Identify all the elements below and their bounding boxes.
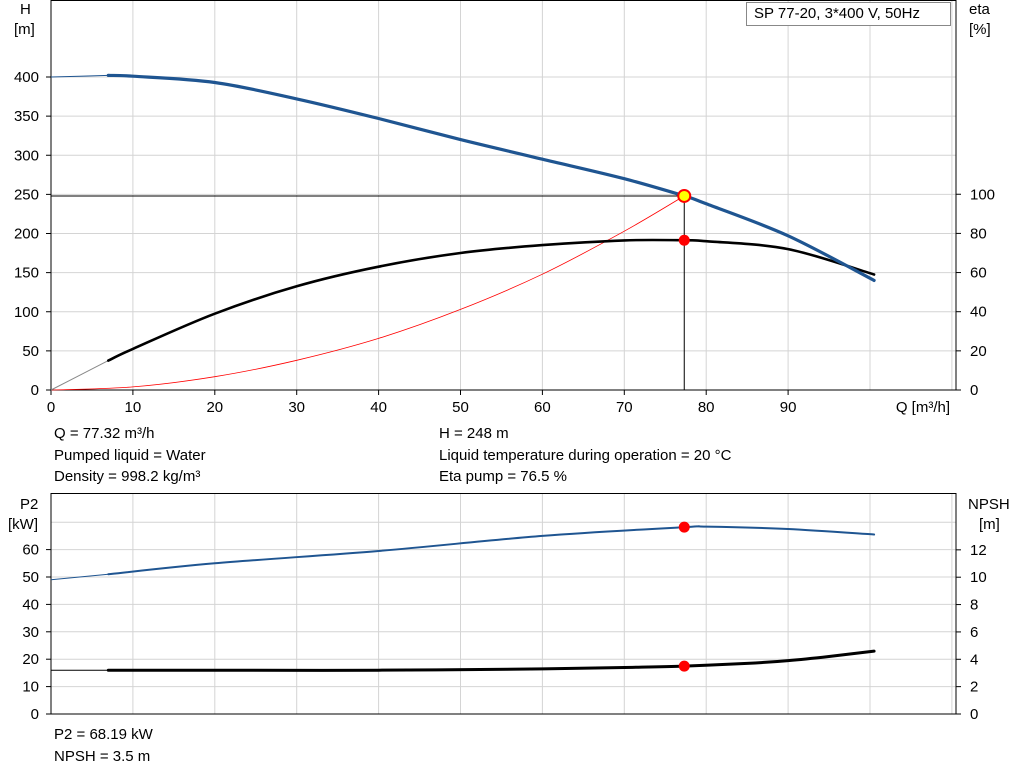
npsh-tick-label: 10 bbox=[970, 569, 987, 586]
flow-tick-label: 50 bbox=[452, 399, 469, 416]
npsh-duty-marker bbox=[678, 660, 690, 672]
p2-tick-label: 60 bbox=[22, 542, 39, 559]
top-ticks: 0 50 100 150 200 250 300 350 400 0 20 40 60 80 100 0 10 2… bbox=[14, 69, 995, 416]
eta-curve bbox=[107, 238, 876, 362]
top-frame bbox=[50, 0, 957, 391]
info-temp: Liquid temperature during operation = 20… bbox=[439, 447, 732, 464]
npsh-tick-label: 8 bbox=[970, 597, 978, 614]
p2-curve-extrapolated bbox=[50, 573, 109, 581]
head-tick-label: 300 bbox=[14, 147, 39, 164]
head-axis-unit: [m] bbox=[14, 21, 35, 38]
flow-tick-label: 60 bbox=[534, 399, 551, 416]
npsh-axis-label: NPSH bbox=[968, 496, 1010, 513]
top-series bbox=[50, 73, 876, 391]
eta-tick-label: 80 bbox=[970, 225, 987, 242]
eta-tick-label: 60 bbox=[970, 265, 987, 282]
info-eta: Eta pump = 76.5 % bbox=[439, 468, 567, 485]
info-npsh: NPSH = 3.5 m bbox=[54, 748, 151, 765]
head-tick-label: 100 bbox=[14, 304, 39, 321]
p2-tick-label: 50 bbox=[22, 569, 39, 586]
npsh-tick-label: 4 bbox=[970, 651, 978, 668]
axis-labels: H [m] eta [%] Q [m³/h] P2 [kW] NPSH [m] bbox=[8, 1, 1010, 533]
head-tick-label: 350 bbox=[14, 108, 39, 125]
flow-tick-label: 90 bbox=[780, 399, 797, 416]
p2-curve bbox=[107, 525, 876, 576]
npsh-tick-label: 12 bbox=[970, 542, 987, 559]
eta-tick-label: 40 bbox=[970, 304, 987, 321]
info-density: Density = 998.2 kg/m³ bbox=[54, 468, 201, 485]
npsh-curve bbox=[106, 649, 876, 672]
flow-tick-label: 70 bbox=[616, 399, 633, 416]
p2-tick-label: 30 bbox=[22, 624, 39, 641]
system-curve bbox=[50, 195, 685, 391]
info-liquid: Pumped liquid = Water bbox=[54, 447, 206, 464]
p2-axis-label: P2 bbox=[20, 496, 38, 513]
eta-tick-label: 0 bbox=[970, 382, 978, 399]
flow-tick-label: 20 bbox=[206, 399, 223, 416]
npsh-tick-label: 2 bbox=[970, 679, 978, 696]
info-h: H = 248 m bbox=[439, 425, 509, 442]
head-tick-label: 50 bbox=[22, 343, 39, 360]
head-duty-marker bbox=[677, 188, 692, 203]
bottom-frame bbox=[50, 493, 957, 715]
head-axis-label: H bbox=[20, 1, 31, 18]
head-tick-label: 400 bbox=[14, 69, 39, 86]
pump-title-box: SP 77-20, 3*400 V, 50Hz bbox=[746, 2, 951, 26]
p2-duty-marker bbox=[678, 521, 690, 533]
head-curve-extrapolated bbox=[50, 74, 109, 78]
head-tick-label: 0 bbox=[31, 382, 39, 399]
bottom-ticks: 0 10 20 30 40 50 60 0 2 4 6 8 10 12 bbox=[22, 542, 986, 723]
eta-curve-extrapolated bbox=[50, 360, 109, 391]
eta-duty-marker bbox=[678, 234, 690, 246]
eta-axis-unit: [%] bbox=[969, 21, 991, 38]
flow-tick-label: 30 bbox=[288, 399, 305, 416]
pump-title: SP 77-20, 3*400 V, 50Hz bbox=[754, 5, 920, 22]
p2-tick-label: 0 bbox=[31, 706, 39, 723]
flow-tick-label: 40 bbox=[370, 399, 387, 416]
head-tick-label: 200 bbox=[14, 226, 39, 243]
eta-axis-label: eta bbox=[969, 1, 991, 18]
info-q: Q = 77.32 m³/h bbox=[54, 425, 155, 442]
npsh-tick-label: 6 bbox=[970, 624, 978, 641]
flow-tick-label: 10 bbox=[125, 399, 142, 416]
info-p2: P2 = 68.19 kW bbox=[54, 726, 153, 743]
p2-tick-label: 20 bbox=[22, 651, 39, 668]
p2-tick-label: 40 bbox=[22, 596, 39, 613]
flow-tick-label: 0 bbox=[47, 399, 55, 416]
p2-axis-unit: [kW] bbox=[8, 516, 38, 533]
p2-tick-label: 10 bbox=[22, 679, 39, 696]
npsh-tick-label: 0 bbox=[970, 706, 978, 723]
head-curve bbox=[106, 73, 876, 282]
head-tick-label: 150 bbox=[14, 265, 39, 282]
top-grid bbox=[50, 0, 956, 390]
eta-tick-label: 100 bbox=[970, 186, 995, 203]
flow-tick-label: 80 bbox=[698, 399, 715, 416]
markers bbox=[51, 188, 692, 672]
head-tick-label: 250 bbox=[14, 186, 39, 203]
bottom-grid bbox=[50, 493, 956, 714]
bottom-series bbox=[50, 525, 876, 672]
flow-axis-label: Q [m³/h] bbox=[896, 399, 950, 416]
eta-tick-label: 20 bbox=[970, 343, 987, 360]
npsh-axis-unit: [m] bbox=[979, 516, 1000, 533]
